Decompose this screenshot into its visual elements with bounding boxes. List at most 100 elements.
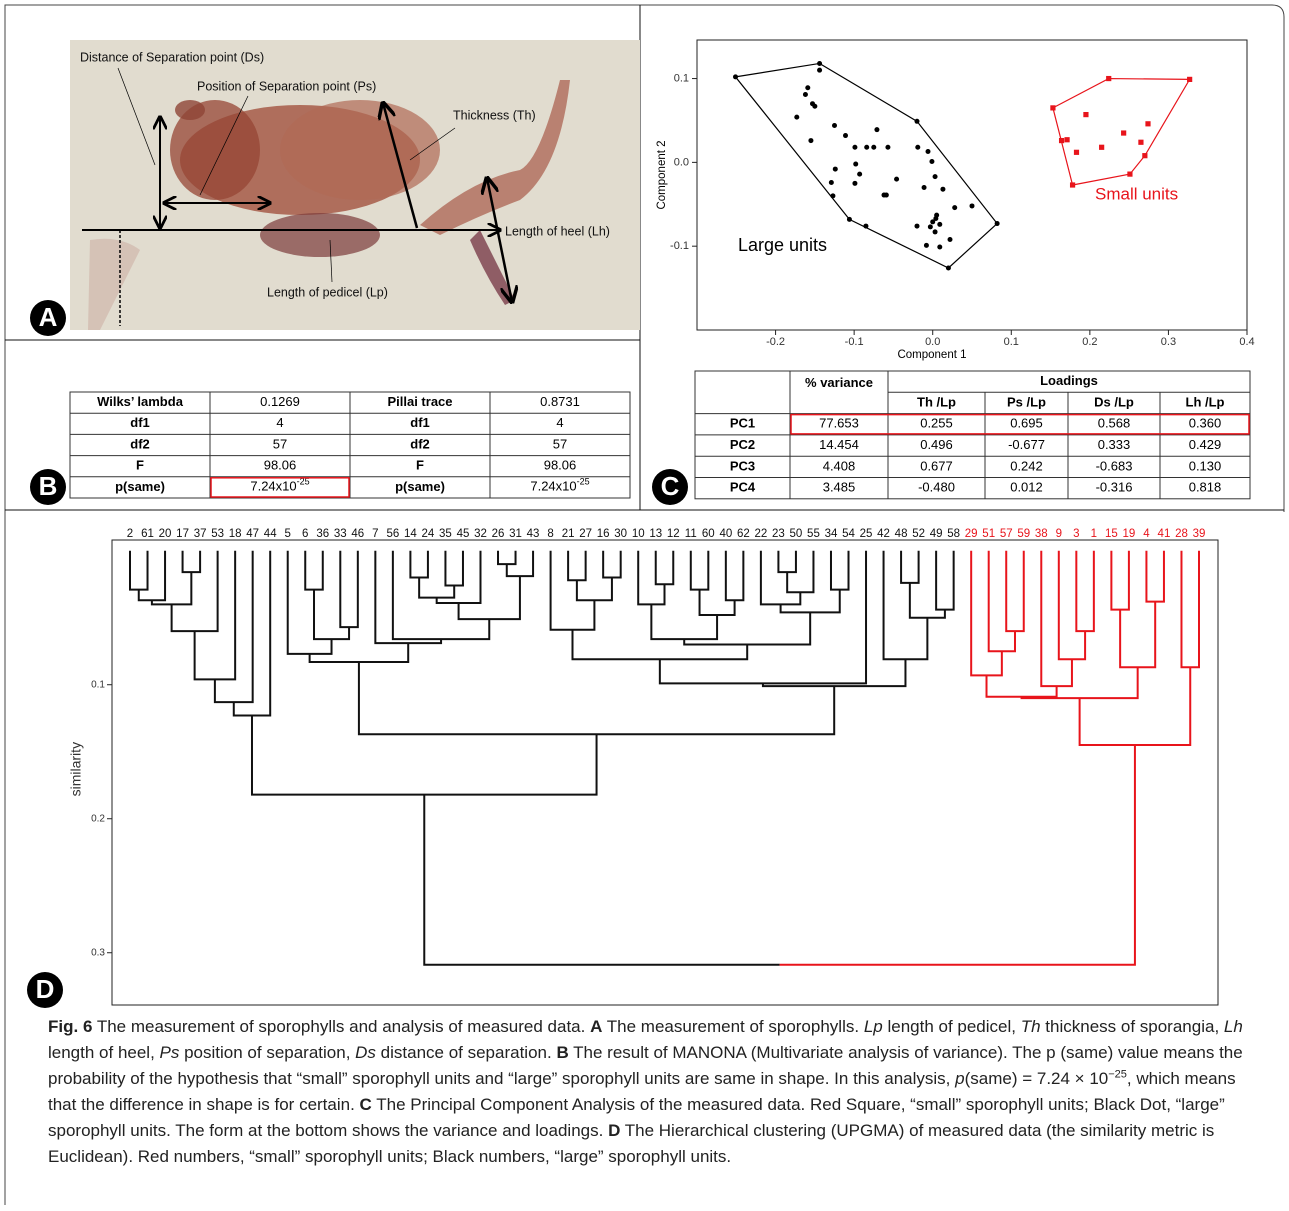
leaf-label: 4: [1143, 528, 1150, 540]
cluster-link: [1041, 551, 1072, 686]
x-tick-label: 0.3: [1161, 336, 1176, 348]
table-cell: 57: [553, 436, 567, 451]
point: [808, 138, 813, 143]
table-header: Loadings: [1040, 373, 1098, 388]
leaf-label: 40: [719, 528, 732, 540]
leaf-label: 29: [965, 528, 978, 540]
point: [926, 149, 931, 154]
point: [1064, 137, 1069, 142]
leaf-label: 13: [649, 528, 662, 540]
panel-letter: B: [39, 471, 58, 501]
leaf-label: 35: [439, 528, 452, 540]
table-cell: PC3: [730, 458, 755, 473]
y-tick-label: 0.1: [91, 679, 105, 690]
point: [853, 162, 858, 167]
table-cell: 0.818: [1189, 480, 1222, 495]
point: [864, 145, 869, 150]
cluster-link: [910, 583, 945, 618]
cluster-link: [1080, 667, 1191, 745]
leaf-label: 22: [754, 528, 767, 540]
point: [871, 145, 876, 150]
cluster-link: [568, 551, 586, 580]
table-cell: 4.408: [823, 458, 856, 473]
leaf-label: 32: [474, 528, 487, 540]
leaf-label: 41: [1158, 528, 1171, 540]
table-cell: -0.316: [1096, 480, 1133, 495]
point: [970, 203, 975, 208]
table-cell: 0.677: [920, 458, 953, 473]
caption-segment: The measurement of sporophylls and analy…: [92, 1017, 590, 1036]
leaf-label: 10: [632, 528, 645, 540]
point: [1138, 140, 1143, 145]
point: [995, 221, 1000, 226]
point: [1106, 76, 1111, 81]
point: [794, 115, 799, 120]
y-tick-label: 0.2: [91, 813, 105, 824]
cluster-link: [310, 643, 409, 662]
cluster-link: [172, 551, 218, 631]
point: [1059, 138, 1064, 143]
leaf-label: 9: [1056, 528, 1062, 540]
point: [733, 74, 738, 79]
y-tick-label: 0.1: [674, 72, 689, 84]
cluster-link: [459, 576, 520, 619]
leaf-label: 57: [1000, 528, 1013, 540]
point: [1142, 153, 1147, 158]
table-header: Ps /Lp: [1007, 394, 1046, 409]
panel-letter: C: [661, 471, 680, 501]
point: [1187, 77, 1192, 82]
cluster-link: [130, 551, 148, 590]
cluster-link: [831, 551, 849, 590]
leaf-label: 20: [159, 528, 172, 540]
measurement-label: Distance of Separation point (Ds): [80, 50, 264, 64]
panel-letter: A: [39, 302, 58, 332]
caption-segment: Th: [1021, 1017, 1041, 1036]
point: [922, 185, 927, 190]
leaf-label: 49: [930, 528, 943, 540]
cluster-link: [437, 551, 481, 603]
point: [1121, 130, 1126, 135]
leaf-label: 48: [895, 528, 908, 540]
table-cell: df1: [410, 415, 430, 430]
cluster-link: [551, 551, 595, 630]
point: [915, 145, 920, 150]
cluster-link: [424, 795, 779, 965]
table-cell: PC1: [730, 416, 755, 431]
table-cell: 0.429: [1189, 437, 1222, 452]
leaf-label: 39: [1193, 528, 1206, 540]
table-cell: -0.683: [1096, 458, 1133, 473]
cluster-link: [498, 551, 516, 564]
point: [857, 172, 862, 177]
table-cell: 77.653: [819, 416, 859, 431]
table-cell: 0.496: [920, 437, 953, 452]
point: [928, 224, 933, 229]
table-header: Th /Lp: [917, 394, 956, 409]
leaf-label: 46: [351, 528, 364, 540]
point: [940, 187, 945, 192]
cluster-link: [780, 745, 1135, 965]
cluster-link: [1120, 602, 1155, 668]
leaf-label: 56: [386, 528, 399, 540]
leaf-label: 21: [562, 528, 575, 540]
x-axis-label: Component 1: [897, 349, 966, 361]
cell-sup: -25: [577, 477, 590, 487]
leaf-label: 1: [1091, 528, 1097, 540]
point: [817, 61, 822, 66]
point: [829, 180, 834, 185]
point: [1145, 121, 1150, 126]
caption-segment: Ds: [355, 1043, 376, 1062]
point: [924, 243, 929, 248]
point: [1083, 112, 1088, 117]
leaf-label: 31: [509, 528, 522, 540]
cell-base: 7.24x10: [250, 479, 296, 494]
cluster-link: [359, 662, 834, 734]
point: [948, 237, 953, 242]
cluster-link: [971, 551, 1002, 676]
y-axis-label: similarity: [68, 742, 84, 796]
point: [1050, 105, 1055, 110]
point: [830, 193, 835, 198]
caption-segment: distance of separation.: [376, 1043, 557, 1062]
cluster-link: [700, 590, 735, 615]
leaf-label: 19: [1123, 528, 1136, 540]
